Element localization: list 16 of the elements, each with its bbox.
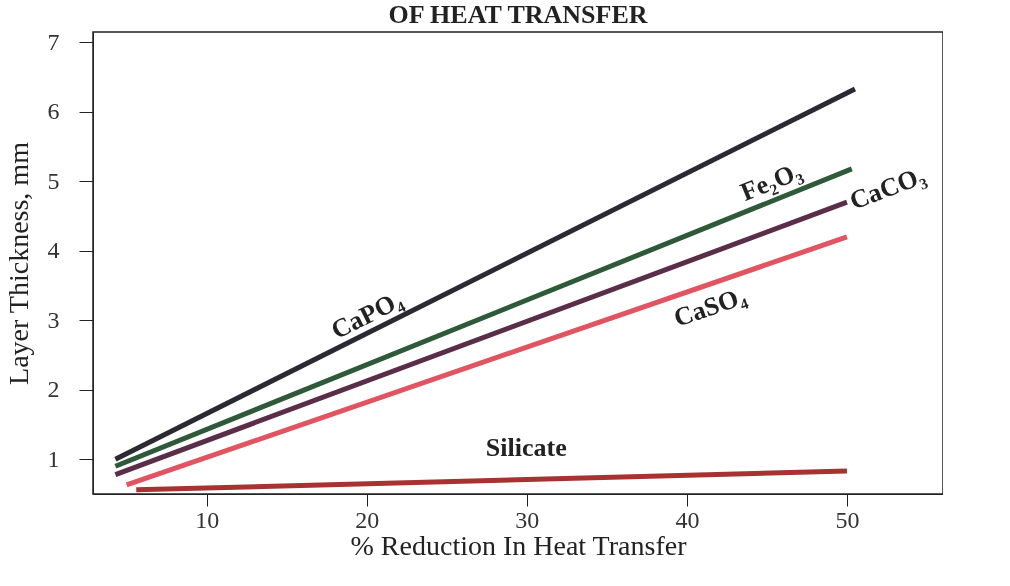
y-tick-label: 7: [47, 28, 60, 55]
y-tick-label: 2: [47, 376, 60, 403]
text: CaCO₃: [845, 160, 930, 216]
y-axis-title: Layer Thickness, mm: [2, 141, 34, 385]
text: CaSO₄: [670, 281, 750, 333]
x-tick-label: 50: [835, 506, 860, 533]
chart-title: OF HEAT TRANSFER: [388, 0, 648, 30]
text: CaPO₄: [326, 284, 408, 345]
series-label: Silicate: [485, 432, 567, 462]
y-tick-label: 3: [47, 306, 60, 333]
y-tick-label: 5: [47, 167, 60, 194]
y-tick-label: 4: [47, 237, 60, 264]
y-tick-label: 1: [47, 445, 60, 472]
y-tick-label: 6: [47, 98, 60, 125]
text: Fe₂O₃: [736, 156, 807, 207]
x-tick-label: 10: [195, 506, 220, 533]
